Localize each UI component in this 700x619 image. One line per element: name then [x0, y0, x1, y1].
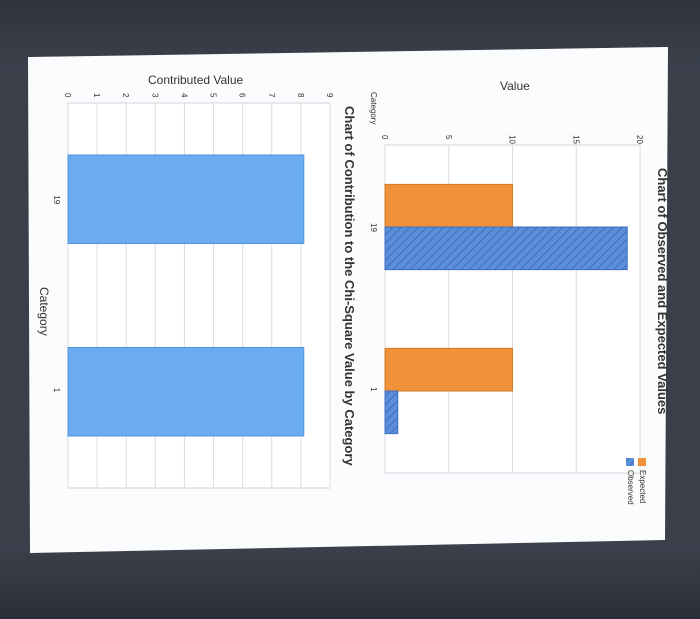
chart1-value-ticks: 0 5 10 15 20 [380, 135, 644, 144]
chart2-value-ticks: 0 1 2 3 4 5 6 7 8 9 [63, 93, 334, 98]
category-tick-label: 1 [369, 387, 378, 392]
value-tick-label: 7 [267, 93, 276, 98]
chart1-category-ticks: 19 1 [369, 223, 378, 392]
contribution-bar [67, 346, 305, 437]
value-tick-label: 2 [121, 93, 130, 98]
chart2-value-axis-label: Contributed Value [148, 73, 244, 87]
monitor-bezel-bottom [0, 545, 700, 619]
chart1-title: Chart of Observed and Expected Values [655, 168, 670, 414]
expected-bar [384, 347, 513, 392]
legend-observed-swatch [626, 458, 634, 466]
chart1-value-axis-label: Value [500, 79, 530, 93]
contribution-bar [67, 154, 305, 245]
value-tick-label: 4 [179, 93, 188, 98]
category-tick-label: 1 [52, 388, 61, 393]
value-tick-label: 20 [635, 135, 644, 144]
observed-bar [384, 390, 399, 435]
value-tick-label: 9 [325, 93, 334, 98]
value-tick-label: 10 [508, 135, 517, 144]
legend-observed-label: Observed [626, 470, 635, 505]
value-tick-label: 3 [150, 93, 159, 98]
value-tick-label: 15 [571, 135, 580, 144]
legend-expected-swatch [638, 458, 646, 466]
category-tick-label: 19 [52, 195, 61, 204]
value-tick-label: 0 [63, 93, 72, 98]
chart2-category-ticks: 19 1 [52, 195, 61, 393]
observed-expected-chart: 0 5 10 15 20 19 1 Chart of Observed and Expec… [369, 79, 670, 505]
chart1-category-axis-label: Category [369, 92, 378, 124]
chart2-title: Chart of Contribution to the Chi-Square … [342, 106, 357, 466]
value-tick-label: 1 [92, 93, 101, 98]
value-tick-label: 5 [209, 93, 218, 98]
value-tick-label: 8 [296, 93, 305, 98]
chart1-legend: Expected Observed [626, 458, 647, 505]
category-tick-label: 19 [369, 223, 378, 232]
value-tick-label: 0 [380, 135, 389, 140]
observed-bar [384, 226, 628, 271]
expected-bar [384, 183, 513, 228]
chi-square-contribution-chart: 0 1 2 3 4 5 6 7 8 9 19 1 Chart of Contribution to … [37, 73, 357, 489]
legend-expected-label: Expected [638, 470, 647, 503]
value-tick-label: 5 [444, 135, 453, 140]
value-tick-label: 6 [238, 93, 247, 98]
chart1-bars [384, 183, 628, 435]
chart2-bars [67, 154, 305, 437]
chart2-category-axis-label: Category [37, 287, 51, 336]
